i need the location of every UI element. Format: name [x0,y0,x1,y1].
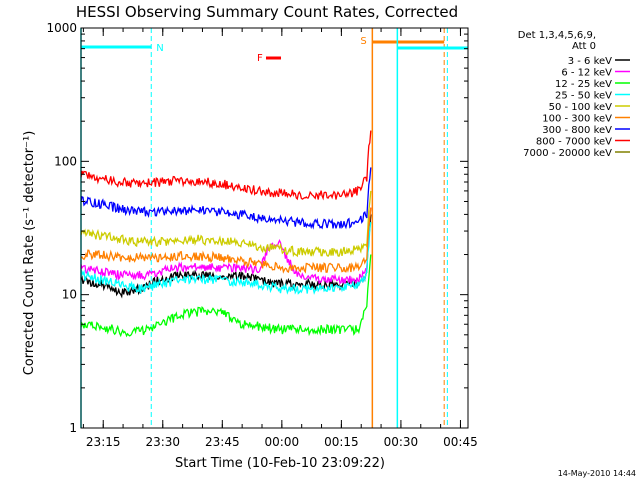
y-tick-label: 100 [54,154,77,168]
period-bands [80,28,468,428]
annotation-label: F [257,53,263,64]
legend-label: 50 - 100 keV [549,102,613,113]
legend-label: 100 - 300 keV [542,114,612,125]
series-line [80,207,372,286]
series-line [80,254,372,338]
x-tick-label: 23:15 [86,435,121,449]
series-layer [80,130,372,338]
legend-label: 25 - 50 keV [555,91,612,102]
legend-header: Att 0 [572,41,596,52]
x-tick-label: 23:30 [145,435,180,449]
x-tick-label: 00:00 [265,435,300,449]
series-line [80,130,372,201]
x-tick-label: 00:30 [384,435,419,449]
footer-date: 14-May-2010 14:44 [558,469,636,478]
series-line [80,190,372,258]
legend-label: 3 - 6 keV [568,56,612,67]
annotation-label: N [156,43,163,54]
y-tick-label: 1000 [46,21,77,35]
annotations-layer: N F S [156,36,366,64]
series-line [80,222,372,295]
legend-label: 12 - 25 keV [555,79,612,90]
x-axis-label: Start Time (10-Feb-10 23:09:22) [175,456,385,471]
y-tick-label: 10 [62,288,77,302]
chart-title: HESSI Observing Summary Count Rates, Cor… [76,3,458,21]
x-tick-label: 00:15 [324,435,359,449]
plot-frame [80,27,469,429]
y-axis-label: Corrected Count Rate (s⁻¹ detector⁻¹) [22,131,37,376]
legend-label: 800 - 7000 keV [536,137,612,148]
legend-label: 300 - 800 keV [542,125,612,136]
series-line [80,207,372,274]
series-line [80,167,372,230]
legend-label: 6 - 12 keV [561,68,612,79]
legend-label: 7000 - 20000 keV [523,148,612,159]
annotation-label: S [360,36,366,47]
x-tick-label: 00:45 [443,435,478,449]
y-tick-label: 1 [69,421,77,435]
x-axis: 23:15 23:30 23:45 00:00 00:15 00:30 00:45 [82,28,478,449]
legend-header: Det 1,3,4,5,6,9, [518,30,596,41]
y-axis: 1 10 100 1000 [46,21,468,435]
x-tick-label: 23:45 [205,435,240,449]
